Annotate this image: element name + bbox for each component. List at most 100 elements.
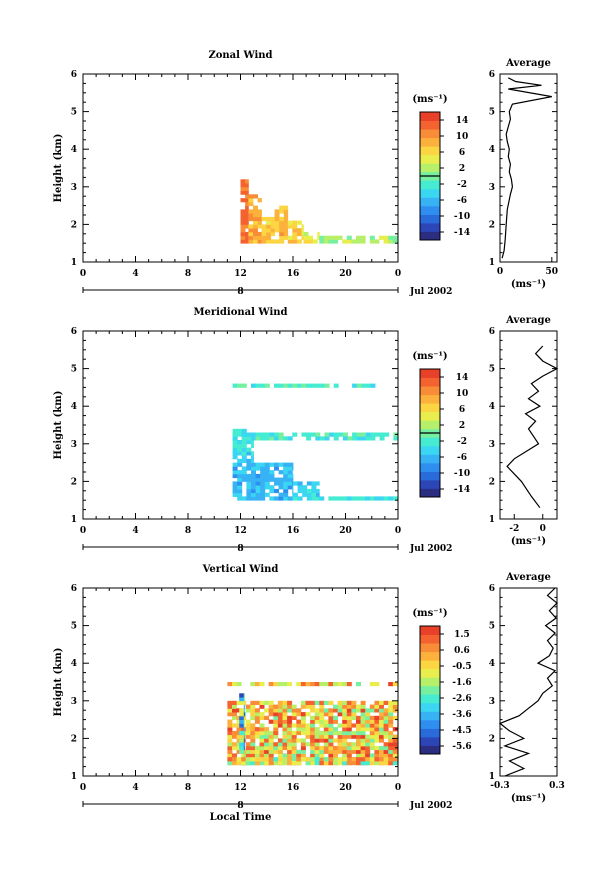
heatmap-cell <box>374 496 380 501</box>
heatmap-cell <box>287 708 293 713</box>
heatmap-cell <box>268 700 274 705</box>
heatmap-cell <box>287 761 293 766</box>
heatmap-cell <box>360 738 366 743</box>
heatmap-cell <box>274 224 280 229</box>
heatmap-cell <box>291 708 297 713</box>
heatmap-cell <box>388 704 394 709</box>
heatmap-cell <box>282 757 288 762</box>
colorbar-swatch <box>420 214 440 224</box>
heatmap-cell <box>261 235 267 240</box>
heatmap-cell <box>274 488 279 494</box>
heatmap-cell <box>278 492 284 497</box>
heatmap-cell <box>356 749 361 754</box>
heatmap-cell <box>351 239 357 244</box>
heatmap-cell <box>351 745 357 751</box>
heatmap-cell <box>250 761 256 766</box>
heatmap-cell <box>254 682 260 687</box>
heatmap-cell <box>268 753 274 758</box>
heatmap-cell <box>306 436 312 441</box>
heatmap-cell <box>254 715 260 720</box>
heatmap-cell <box>346 734 352 739</box>
heatmap-cell <box>260 383 266 388</box>
heatmap-cell <box>232 440 238 445</box>
date-label: Jul 2002 <box>409 801 452 811</box>
heatmap-cell <box>246 440 252 445</box>
colorbar-tick-label: 10 <box>456 132 469 142</box>
average-y-tick-label: 6 <box>489 70 495 80</box>
heatmap-cell <box>274 209 280 214</box>
heatmap-cell <box>255 383 261 388</box>
heatmap-cell <box>264 742 270 747</box>
heatmap-cell <box>260 488 266 494</box>
average-y-tick-label: 2 <box>489 220 495 230</box>
heatmap-cell <box>369 723 375 728</box>
heatmap-cell <box>232 700 237 705</box>
heatmap-cell <box>314 761 320 766</box>
heatmap-cell <box>342 436 348 441</box>
heatmap-cell <box>245 183 249 188</box>
heatmap-cell <box>236 749 242 754</box>
heatmap-cell <box>273 712 279 717</box>
heatmap-cell <box>383 745 389 751</box>
heatmap-cell <box>392 749 398 754</box>
heatmap-cell <box>250 745 256 751</box>
heatmap-cell <box>296 708 302 713</box>
heatmap-cell <box>266 228 272 233</box>
heatmap-cell <box>292 231 298 237</box>
heatmap-cell <box>383 235 389 240</box>
heatmap-cell <box>388 700 394 705</box>
heatmap-cell <box>333 738 338 743</box>
heatmap-cell <box>337 757 343 762</box>
heatmap-cell <box>239 719 245 724</box>
heatmap-cell <box>243 742 245 747</box>
x-tick-label: 0 <box>80 783 86 793</box>
heatmap-cell <box>365 757 371 762</box>
heatmap-cell <box>293 496 298 501</box>
heatmap-cell <box>296 761 302 766</box>
heatmap-cell <box>243 730 245 736</box>
heatmap-cell <box>245 179 249 184</box>
heatmap-cell <box>300 719 306 724</box>
heatmap-cell <box>328 715 334 720</box>
heatmap-cell <box>323 727 329 732</box>
heatmap-cell <box>392 734 398 739</box>
heatmap-cell <box>239 715 245 720</box>
heatmap-cell <box>273 742 279 747</box>
heatmap-cell <box>236 761 242 766</box>
heatmap-cell <box>273 761 279 766</box>
heatmap-cell <box>337 749 343 754</box>
heatmap-cell <box>351 749 357 754</box>
heatmap-cell <box>392 742 398 747</box>
heatmap-cell <box>232 757 237 762</box>
average-y-tick-label: 2 <box>489 734 495 744</box>
average-x-tick-label: 50 <box>546 267 559 277</box>
heatmap-cell <box>264 462 270 467</box>
heatmap-cell <box>241 451 247 456</box>
heatmap-cell <box>268 712 274 717</box>
heatmap-cell <box>301 231 304 237</box>
heatmap-cell <box>232 742 237 747</box>
heatmap-cell <box>319 738 325 743</box>
heatmap-cell <box>369 761 375 766</box>
heatmap-cell <box>245 727 251 732</box>
heatmap-cell <box>356 708 361 713</box>
heatmap-cell <box>305 730 311 736</box>
heatmap-cell <box>319 239 325 244</box>
heatmap-cell <box>379 708 384 713</box>
heatmap-cell <box>346 496 352 501</box>
heatmap-cell <box>245 190 249 195</box>
heatmap-cell <box>264 730 270 736</box>
heatmap-cell <box>337 708 343 713</box>
heatmap-cell <box>274 216 280 222</box>
heatmap-cell <box>277 738 283 743</box>
heatmap-cell <box>300 757 306 762</box>
heatmap-cell <box>274 228 280 233</box>
heatmap-cell <box>316 496 320 501</box>
heatmap-cell <box>255 462 261 467</box>
colorbar-swatch <box>420 677 440 687</box>
heatmap-cell <box>305 682 311 687</box>
heatmap-cell <box>300 742 306 747</box>
heatmap-cell <box>268 745 274 751</box>
heatmap-cell <box>374 700 380 705</box>
heatmap-cell <box>360 757 366 762</box>
